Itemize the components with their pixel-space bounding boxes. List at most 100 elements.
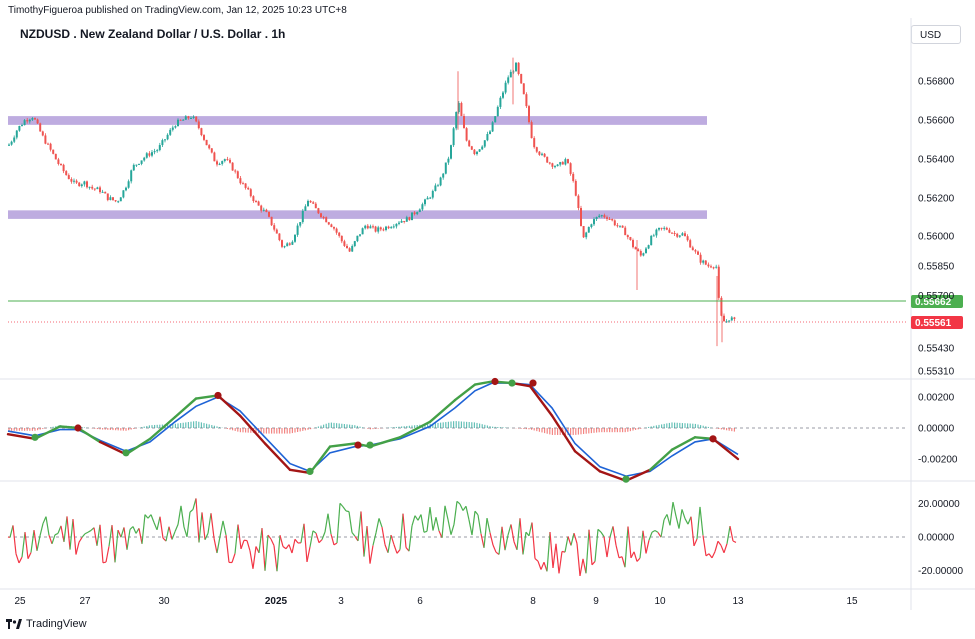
candle-body [569,163,572,174]
mom-line-segment [501,526,506,551]
candle-body [244,183,247,188]
candle-body [460,103,463,117]
mom-line-segment [132,526,137,534]
candle [678,235,681,238]
mom-line-segment [438,530,443,538]
candle-body [252,196,255,202]
candle [733,316,736,322]
mom-line-segment [117,529,122,538]
candle-body [528,106,530,123]
candle-body [517,62,520,74]
candle-body [587,227,590,233]
candle [460,101,463,117]
candle [374,225,377,233]
mom-line-segment [444,505,449,520]
candle [140,160,143,166]
candle [569,162,572,176]
mom-line-segment [273,545,278,572]
candle [8,143,10,147]
candle-body [489,131,491,135]
candle-body [304,206,307,211]
osc-fast-line-segment [428,398,457,423]
candle [257,200,260,206]
mom-line-segment [429,507,434,531]
candle-body [91,186,94,189]
currency-selector[interactable]: USD [911,25,961,44]
candle [247,186,250,191]
candle-body [372,226,374,228]
candle [663,226,666,231]
candle [624,225,627,236]
candle [561,161,564,165]
candle [291,240,294,245]
candle [559,161,562,167]
candle [221,160,224,166]
candle-body [294,234,296,242]
mom-line-segment [177,505,182,525]
candle-body [140,160,143,164]
candle-body [106,193,109,201]
mom-line-segment [48,535,53,545]
candle-body [525,94,528,107]
candle [720,296,723,317]
mom-line-segment [528,522,533,537]
y-tick-label: 0.56000 [918,232,955,243]
candle [57,157,60,166]
mom-line-segment [627,526,632,558]
candle-body [710,266,712,268]
chart-area[interactable]: 0.56800 0.56600 0.56400 0.56200 0.56000 0.558… [0,0,975,618]
mom-line-segment [270,538,275,546]
candle-body [13,137,16,142]
candle [148,151,151,158]
y-tick-label: 0.56800 [918,77,955,88]
candle [255,199,257,203]
candle-body [109,197,112,201]
mom-line-segment [366,526,371,564]
candle-body [138,163,140,165]
candle-body [96,187,99,190]
candle [546,156,549,163]
mom-line-segment [384,544,389,553]
mom-line-segment [261,528,266,571]
mom-line-segment [450,524,455,535]
candle [296,223,299,237]
tradingview-footer[interactable]: TradingView [6,618,87,630]
candle-body [694,250,697,252]
mom-line-segment [459,503,464,511]
candle-body [119,197,122,202]
price-tag-text: 0.55561 [915,318,952,329]
candle [353,240,356,248]
candle [369,224,372,229]
candle [447,156,450,165]
mom-line-segment [108,525,113,547]
candle [489,129,491,135]
candle [639,249,642,257]
mom-line-segment [93,527,98,546]
candle-body [99,187,101,193]
osc-fast-line-segment [711,437,740,461]
candle-body [255,201,257,203]
osc-fast-line-segment [308,445,332,475]
candle [684,231,686,237]
candle [379,226,382,232]
mom-line-segment [321,531,326,540]
candle [47,142,49,145]
mom-line-segment [720,545,725,553]
candle [382,227,385,232]
candle-body [203,135,205,140]
candle-body [486,134,489,141]
mom-line-segment [39,523,44,536]
mom-line-segment [468,519,473,536]
candle [572,172,575,183]
candle [509,69,512,78]
candle-body [702,260,705,263]
osc-fast-line-segment [398,420,432,439]
x-tick-label: 2025 [265,596,288,607]
candle-body [195,116,198,122]
y-tick-label: 0.56400 [918,155,955,166]
candle [434,183,437,192]
candle [543,152,546,158]
candle [535,146,538,154]
candle [273,222,276,232]
mom-line-segment [27,552,32,559]
